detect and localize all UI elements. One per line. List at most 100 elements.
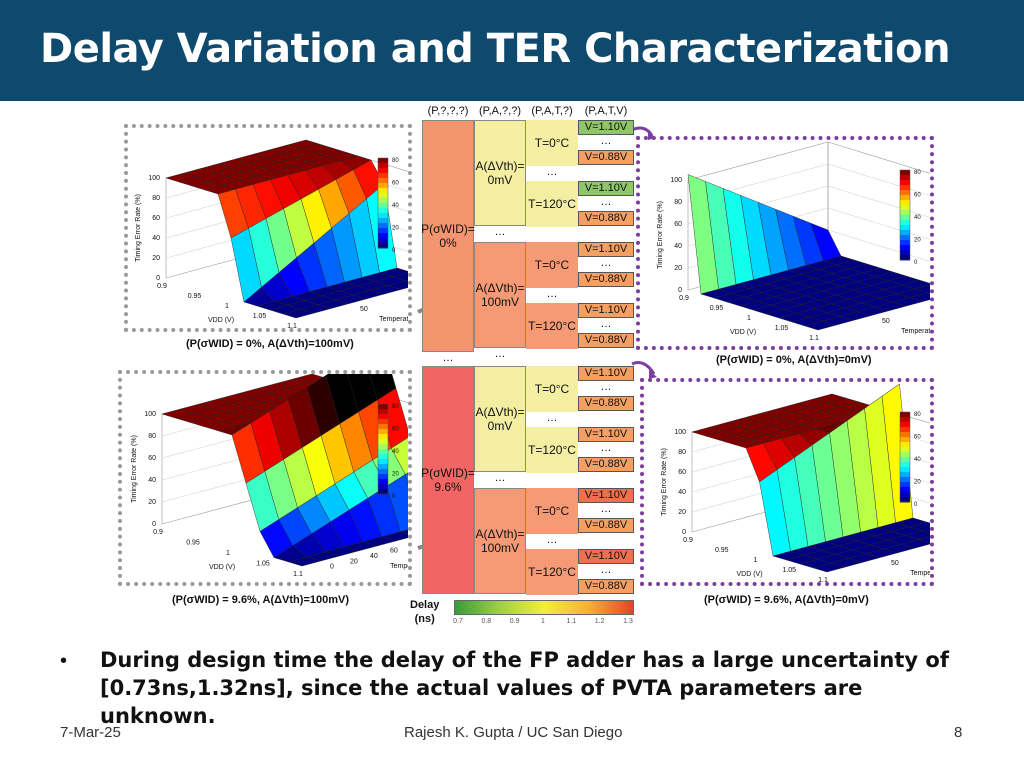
v-bottom-2-1: V=0.88V [578,457,634,472]
colorbar-segment [900,250,910,256]
z-tick: 40 [148,477,156,484]
colorbar-segment [900,245,910,251]
colorbar-segment [900,447,910,453]
colorbar-tick: 80 [392,158,399,164]
a-ellipsis-2: … [494,472,506,484]
colorbar-segment [378,223,388,229]
v-bottom-1-1: V=0.88V [578,333,634,348]
tree-header-pa: (P,A,?,?) [474,102,526,120]
t-ellipsis-0: … [546,166,558,178]
t-ellipsis-1: … [546,288,558,300]
z-axis-label: Timing Error Rate (%) [657,201,664,269]
x-tick: 1.1 [809,335,819,342]
colorbar-segment [378,404,388,410]
ter-surface-plot-3: Timing Error Rate (%)0204060801000.90.95… [131,374,408,578]
colorbar-segment [378,439,388,445]
colorbar-segment [900,210,910,216]
colorbar-tick: 0 [392,494,396,500]
colorbar-tick: 20 [914,480,921,486]
colorbar-segment [378,208,388,214]
x-tick: 1.05 [256,561,270,568]
x-tick: 0.95 [188,293,202,300]
colorbar-segment [900,427,910,433]
colorbar-segment [900,462,910,468]
colorbar-segment [378,203,388,209]
colorbar-segment [900,240,910,246]
grid-line [687,163,930,203]
x-tick: 0.9 [157,283,167,290]
colorbar-segment [378,429,388,435]
colorbar-tick: 20 [392,226,399,232]
v-ellipsis-1-1: … [600,318,612,330]
colorbar-segment [378,419,388,425]
colorbar-segment [900,170,910,176]
colorbar-segment [378,188,388,194]
z-tick: 100 [674,429,686,436]
p-node-0: P(σWID)= 0% [421,120,475,352]
colorbar-segment [900,422,910,428]
x-axis-label: VDD (V) [730,329,756,336]
colorbar-tick: 40 [914,215,921,221]
colorbar-segment [378,213,388,219]
z-tick: 80 [148,433,156,440]
z-tick: 20 [152,255,160,262]
x-axis-label: VDD (V) [736,571,762,578]
colorbar-segment [378,464,388,470]
colorbar-tick: 0 [914,260,918,266]
colorbar-segment [900,477,910,483]
z-axis-label: Timing Error Rate (%) [131,435,138,503]
v-bottom-2-0: V=0.88V [578,396,634,411]
t-node-2-0: T=0°C [526,366,578,412]
z-tick: 80 [678,449,686,456]
plot-caption-1: (P(σWID) = 0%, A(ΔVth)=100mV) [186,338,354,350]
v-bottom-3-1: V=0.88V [578,579,634,594]
x-tick: 1.1 [287,323,297,328]
colorbar-tick: 60 [392,427,399,433]
delay-cbar-tick: 0.8 [481,618,492,625]
a-ellipsis-0: … [494,226,506,238]
v-bottom-1-0: V=0.88V [578,272,634,287]
ter-plot-p96-a100: Timing Error Rate (%) 0 20 40 60 80 100 0.9 0.95… [118,370,412,586]
ter-plot-p0-a0: Timing Error Rate (%) 0 20 40 60 80 100 0.9 0.95… [636,136,934,350]
colorbar-segment [378,469,388,475]
colorbar-tick: 40 [392,449,399,455]
a-node-3: A(ΔVth)= 100mV [474,488,526,594]
ter-surface-plot-4: Timing Error Rate (%) 0 20 40 60 80 100 0.9 0.95… [661,383,930,582]
x-tick: 1 [754,557,758,564]
v-top-1-0: V=1.10V [578,242,634,257]
arrowhead-plot-4 [649,370,657,379]
v-top-0-0: V=1.10V [578,120,634,135]
z-tick: 40 [678,489,686,496]
colorbar-frame [377,403,389,495]
z-tick: 0 [156,275,160,282]
colorbar-tick: 0 [392,248,396,254]
y-tick: 60 [390,548,398,555]
z-tick: 20 [674,265,682,272]
z-tick: 60 [678,469,686,476]
t-node-3-1: T=120°C [526,549,578,595]
x-tick: 1.05 [782,567,796,574]
colorbar-tick: 0 [914,502,918,508]
z-axis-label: Timing Error Rate (%) [135,194,142,262]
colorbar-tick: 60 [914,435,921,441]
colorbar-segment [378,489,388,495]
t-node-3-0: T=0°C [526,488,578,534]
plot-caption-2: (P(σWID) = 0%, A(ΔVth)=0mV) [716,354,872,366]
p-ellipsis: … [442,352,454,364]
surface-patch [287,556,322,567]
colorbar-segment [378,449,388,455]
v-top-2-0: V=1.10V [578,366,634,381]
colorbar-tick: 20 [914,238,921,244]
colorbar-segment [900,482,910,488]
z-tick: 40 [152,235,160,242]
delay-colorbar [454,600,634,615]
y-tick: 40 [370,553,378,560]
colorbar-segment [900,457,910,463]
delay-cbar-tick: 1.1 [566,618,577,625]
surface-patch [282,309,315,319]
x-tick: 0.9 [153,529,163,536]
t-node-1-1: T=120°C [526,303,578,349]
colorbar-segment [900,185,910,191]
bullet-marker: • [60,650,68,672]
colorbar-segment [378,409,388,415]
